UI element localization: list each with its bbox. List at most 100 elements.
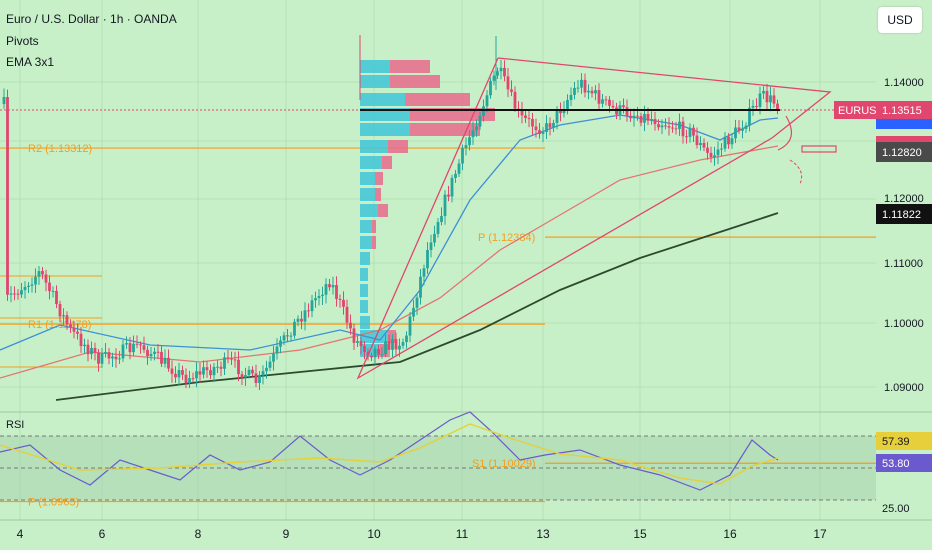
candle-body	[163, 357, 167, 364]
candle-body	[251, 369, 254, 374]
volume-bar-buy	[360, 204, 378, 217]
candle-body	[310, 300, 314, 312]
candle-body	[653, 119, 657, 125]
rsi-value: 53.80	[882, 458, 910, 470]
candle-body	[223, 357, 226, 369]
candle-body	[342, 299, 345, 307]
candle-body	[202, 367, 205, 375]
candle-body	[387, 341, 391, 350]
time-tick-label: 13	[536, 527, 550, 541]
volume-bar-buy	[360, 75, 390, 88]
candle-body	[391, 339, 394, 350]
indicator-ema-label[interactable]: EMA 3x1	[6, 55, 55, 69]
candle-body	[737, 127, 741, 131]
volume-bar-sell	[380, 344, 388, 357]
candle-body	[762, 90, 765, 94]
candle-body	[146, 349, 149, 357]
candle-body	[667, 126, 671, 128]
volume-bar-sell	[372, 220, 376, 233]
candle-body	[104, 352, 107, 354]
volume-profile	[360, 60, 495, 357]
candle-body	[520, 110, 524, 116]
candle-body	[457, 163, 461, 174]
candle-body	[275, 346, 279, 354]
indicator-pivots-label[interactable]: Pivots	[6, 34, 39, 48]
candle-body	[317, 296, 321, 299]
candle-body	[76, 331, 79, 334]
candle-body	[254, 373, 258, 383]
candle-body	[538, 130, 541, 134]
candle-body	[576, 87, 580, 89]
candle-body	[135, 343, 139, 345]
ema-tag	[876, 142, 932, 162]
candle-body	[188, 378, 191, 384]
volume-bar-buy	[360, 284, 368, 297]
candle-body	[205, 367, 209, 371]
candle-body	[65, 315, 69, 325]
price-tick-label: 1.11000	[884, 258, 923, 270]
currency-button[interactable]: USD	[878, 7, 922, 33]
candle-body	[597, 90, 601, 104]
candle-body	[289, 335, 293, 337]
candle-body	[79, 333, 83, 347]
candle-body	[167, 357, 170, 369]
volume-bar-sell	[375, 172, 383, 185]
candle-body	[170, 368, 174, 374]
candle-body	[632, 115, 636, 119]
candle-body	[776, 103, 779, 110]
candle-body	[741, 128, 744, 131]
pivot-label: P (1.0963)	[28, 497, 79, 509]
candle-body	[174, 373, 177, 378]
candle-body	[513, 91, 517, 109]
candle-body	[261, 371, 265, 376]
candle-body	[734, 127, 737, 139]
candle-body	[443, 194, 447, 217]
candle-body	[321, 294, 324, 297]
candle-body	[601, 99, 604, 104]
candle-body	[447, 194, 450, 197]
ema-slow-tag	[876, 204, 932, 224]
candle-body	[433, 233, 436, 243]
pivot-label: P (1.12384)	[478, 232, 535, 244]
candle-body	[286, 335, 289, 337]
candle-body	[16, 293, 20, 295]
candle-body	[702, 142, 706, 148]
volume-bar-sell	[410, 108, 495, 121]
candle-body	[646, 113, 650, 121]
candle-body	[72, 327, 76, 332]
candle-body	[429, 242, 433, 251]
candle-body	[415, 297, 419, 308]
candle-body	[139, 344, 142, 346]
candle-body	[531, 118, 534, 127]
candle-body	[636, 115, 639, 117]
volume-bar-buy	[360, 252, 370, 265]
volume-bar-buy	[360, 268, 368, 281]
candle-body	[191, 378, 195, 380]
rsi-ma-line	[0, 423, 779, 485]
candle-body	[422, 268, 426, 277]
candle-body	[373, 348, 377, 358]
rsi-ma-tag	[876, 432, 932, 450]
candle-body	[100, 353, 104, 364]
candle-body	[744, 125, 748, 129]
candle-body	[548, 123, 552, 128]
candle-body	[748, 107, 751, 126]
volume-bar-sell	[388, 140, 408, 153]
candle-body	[464, 145, 468, 149]
candle-body	[230, 358, 233, 360]
candle-body	[209, 370, 212, 376]
candle-body	[331, 284, 335, 288]
candle-body	[338, 298, 342, 300]
candle-body	[156, 351, 160, 353]
candle-body	[90, 348, 93, 355]
volume-bar-buy	[360, 236, 372, 249]
candle-body	[541, 132, 545, 134]
candle-body	[496, 71, 499, 76]
candle-body	[9, 293, 13, 295]
candle-body	[226, 357, 230, 359]
candle-body	[380, 354, 384, 356]
